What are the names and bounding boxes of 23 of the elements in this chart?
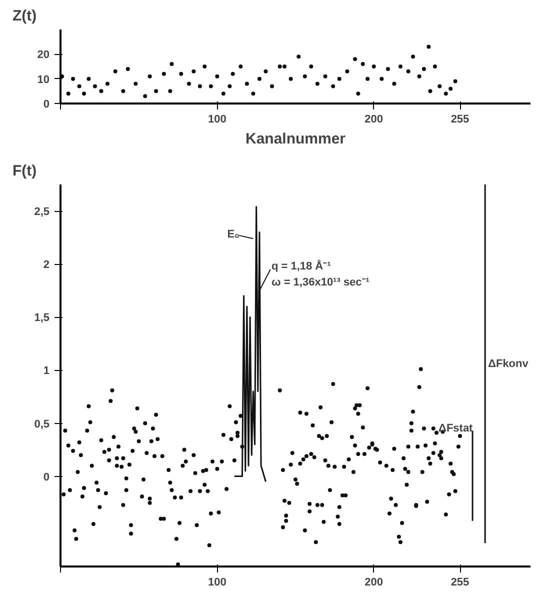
y-tick-label: 0: [43, 471, 50, 484]
x-tick-label: 200: [364, 576, 384, 588]
y-axis-title: Z(t): [12, 8, 37, 24]
x-tick-label: 100: [208, 576, 226, 588]
x-tick-label: 200: [364, 114, 384, 126]
y-tick-label: 2: [43, 259, 50, 272]
x-tick-label: 100: [208, 114, 226, 126]
y-tick-label: 20: [37, 49, 50, 62]
x-tick-label: 255: [450, 576, 470, 588]
annotation: E₀: [227, 228, 240, 241]
y-tick-label: 1,5: [34, 312, 50, 324]
series-label: ΔFstat: [438, 422, 474, 435]
annotation: q = 1,18 Å⁻¹: [271, 260, 332, 273]
y-tick-label: 10: [37, 74, 50, 86]
x-axis-title: Kanalnummer: [245, 130, 346, 148]
y-axis-title: F(t): [12, 162, 37, 180]
y-tick-label: 1: [43, 365, 50, 378]
y-tick-label: 2,5: [34, 206, 50, 218]
x-tick-label: 255: [450, 114, 470, 126]
series-label: ΔFkonv: [488, 358, 530, 370]
y-tick-label: 0: [43, 98, 50, 110]
y-tick-label: 0,5: [34, 418, 50, 430]
annotation: ω = 1,36x10¹³ sec⁻¹: [271, 276, 370, 289]
